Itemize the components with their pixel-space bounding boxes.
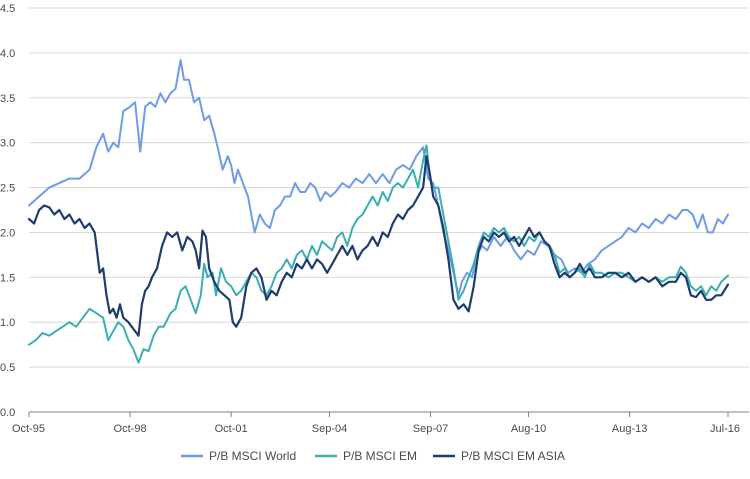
y-tick-label: 4.0 [0, 48, 15, 60]
legend-label: P/B MSCI EM [343, 449, 417, 463]
y-tick-label: 0.0 [0, 407, 15, 419]
x-tick-label: Sep-07 [413, 423, 448, 435]
x-tick-label: Oct-01 [215, 423, 248, 435]
x-axis-ticks: Oct-95 Oct-98 Oct-01 Sep-04 Sep-07 Aug-10 Aug-… [12, 412, 740, 435]
x-tick-label: Aug-10 [511, 423, 546, 435]
series-lines [27, 59, 730, 364]
legend-label: P/B MSCI EM ASIA [461, 449, 565, 463]
x-tick-label: Sep-04 [312, 423, 347, 435]
y-tick-label: 4.5 [0, 3, 15, 15]
y-tick-label: 2.0 [0, 227, 15, 239]
x-tick-label: Jul-16 [710, 423, 740, 435]
gridlines [29, 7, 749, 368]
y-tick-label: 3.0 [0, 138, 15, 150]
x-tick-label: Oct-95 [12, 423, 45, 435]
legend-label: P/B MSCI World [209, 449, 296, 463]
y-tick-label: 1.0 [0, 317, 15, 329]
legend: P/B MSCI World P/B MSCI EM P/B MSCI EM ASI… [181, 449, 565, 463]
y-tick-label: 3.5 [0, 93, 15, 105]
x-tick-label: Aug-13 [612, 423, 647, 435]
y-tick-label: 1.5 [0, 272, 15, 284]
x-tick-label: Oct-98 [114, 423, 147, 435]
y-tick-label: 0.5 [0, 362, 15, 374]
series-line-2 [27, 155, 730, 337]
y-tick-label: 2.5 [0, 183, 15, 195]
y-axis-tick-labels: 0.0 0.5 1.0 1.5 2.0 2.5 3.0 3.5 4.0 4.5 [0, 3, 15, 419]
series-line-0 [28, 59, 729, 297]
series-line-1 [28, 144, 729, 364]
